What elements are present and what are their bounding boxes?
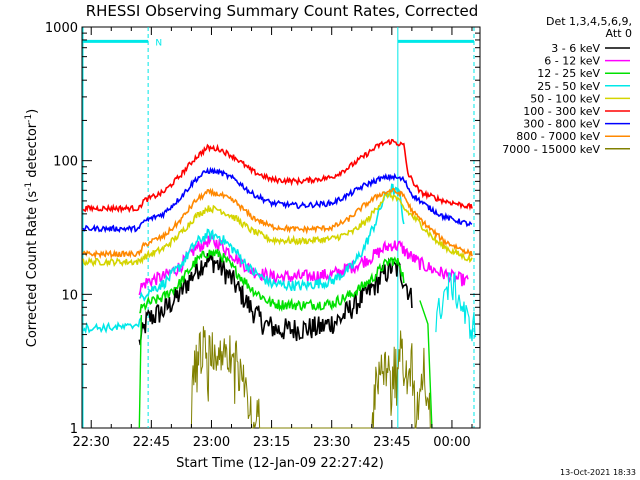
series-line-4 [82,188,473,268]
series-line-6 [82,166,473,234]
legend-entry-6: 300 - 800 keV [523,118,600,131]
x-tick-label-5: 23:45 [373,435,410,450]
y-axis-label: Corrected Count Rate (s-1 detector-1) [24,109,40,347]
series-rise-green [138,315,143,429]
legend-entry-2: 12 - 25 keV [537,67,600,80]
series-line-3 [139,183,405,303]
series-drop-green [419,300,433,429]
legend-entry-1: 6 - 12 keV [544,55,600,68]
x-tick-label-3: 23:15 [253,435,290,450]
x-tick-label-4: 23:30 [313,435,350,450]
x-axis-label: Start Time (12-Jan-09 22:27:42) [176,456,384,471]
series-line-2 [139,248,405,314]
series-line-1 [138,232,469,296]
series-line-7 [82,187,473,260]
legend-entry-3: 25 - 50 keV [537,80,600,93]
legend-entry-5: 100 - 300 keV [523,105,600,118]
y-tick-label-1: 10 [61,288,78,303]
saa-line-early [82,317,142,335]
timestamp: 13-Oct-2021 18:33 [560,468,636,477]
x-tick-label-6: 00:00 [433,435,470,450]
legend-header-0: Det 1,3,4,5,6,9, [546,15,632,28]
saa-line-late [435,271,477,342]
y-axis: 1 10 100 1000 [45,21,480,437]
annotation-n: N [155,38,162,48]
legend-header-1: Att 0 [606,27,632,40]
x-tick-label-0: 22:30 [72,435,109,450]
x-tick-label-2: 23:00 [193,435,230,450]
plot-frame [81,26,481,429]
series-line-0 [138,252,413,346]
y-tick-label-0: 1 [70,422,78,437]
series-group [82,138,477,429]
x-axis: 22:30 22:45 23:00 23:15 23:30 23:45 00:00 [72,27,473,450]
series-line-8 [190,326,432,429]
y-tick-label-2: 100 [53,155,78,170]
series-line-5 [82,138,473,214]
legend-entry-0: 3 - 6 keV [551,42,600,55]
chart-title: RHESSI Observing Summary Count Rates, Co… [86,2,479,20]
observing-overlay: N [82,27,475,428]
legend-entry-8: 7000 - 15000 keV [502,143,600,156]
legend-entry-7: 800 - 7000 keV [516,130,600,143]
legend-entry-4: 50 - 100 keV [530,92,600,105]
y-tick-label-3: 1000 [45,21,78,36]
x-tick-label-1: 22:45 [133,435,170,450]
